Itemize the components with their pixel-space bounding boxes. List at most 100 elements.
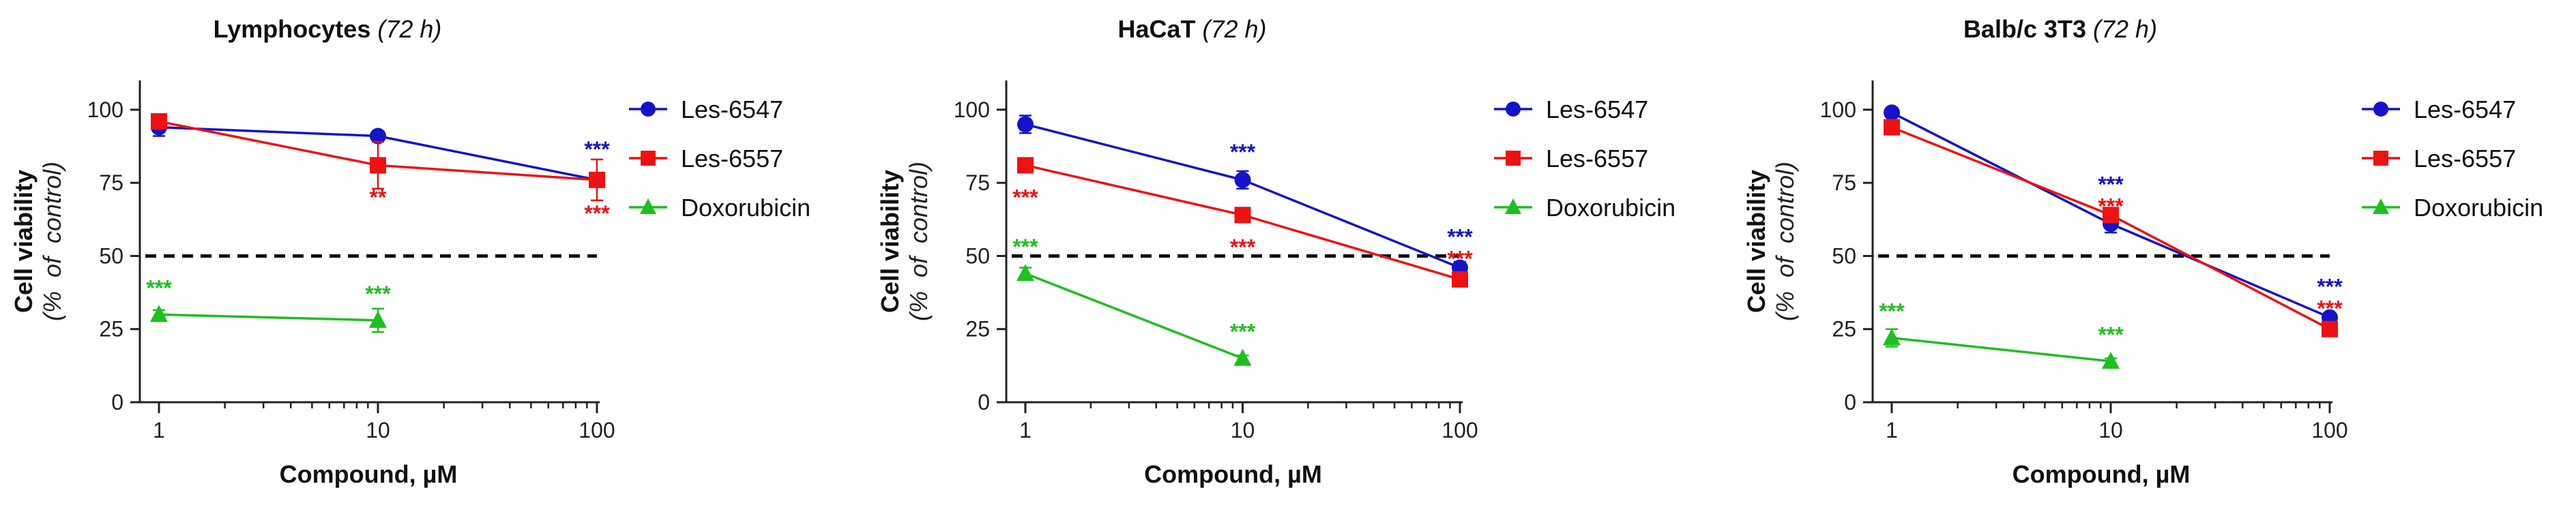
significance-label: *** — [1447, 247, 1473, 271]
significance-label: *** — [2317, 297, 2343, 321]
data-point — [150, 305, 168, 322]
x-axis-label: Compound, µM — [280, 460, 458, 488]
y-tick-label: 0 — [111, 390, 123, 415]
legend: Les-6547 Les-6557 Doxorubicin — [2362, 95, 2543, 222]
data-point — [1505, 198, 1521, 214]
data-point — [1017, 157, 1034, 174]
data-point — [2373, 102, 2388, 117]
y-tick-label: 25 — [99, 317, 123, 342]
data-point — [2322, 320, 2338, 337]
legend: Les-6547 Les-6557 Doxorubicin — [629, 95, 810, 222]
x-tick-label: 100 — [579, 418, 615, 442]
chart-title-main: Balb/c 3T3 — [1963, 15, 2086, 43]
x-axis-label: Compound, µM — [1144, 460, 1322, 488]
data-point — [1234, 207, 1251, 224]
data-point — [2102, 351, 2120, 369]
significance-label: *** — [584, 137, 610, 162]
y-axis-label: Cell viability(% of control) — [10, 162, 66, 321]
series-line — [1025, 272, 1244, 360]
x-tick-label: 100 — [2311, 418, 2347, 442]
y-axis-label-sub: (% of control) — [1771, 162, 1799, 321]
significance-label: *** — [1230, 235, 1256, 259]
series-les-6547 — [1017, 115, 1468, 276]
significance-label: *** — [2098, 322, 2124, 347]
chart-title: Balb/c 3T3 (72 h) — [1963, 15, 2157, 43]
data-point — [151, 113, 167, 130]
significance-label: *** — [1230, 140, 1256, 164]
legend-label: Les-6547 — [2414, 95, 2516, 123]
data-point — [1017, 116, 1034, 133]
significance-label: *** — [1012, 185, 1038, 209]
chart-title-main: Lymphocytes — [214, 15, 371, 43]
y-tick-label: 75 — [99, 170, 123, 195]
x-tick-label: 10 — [1231, 418, 1255, 442]
chart-panel-1: Lymphocytes (72 h) 0 25 50 75 100 1 10 100 Compoun… — [10, 15, 810, 488]
data-point — [1452, 271, 1468, 288]
data-point — [640, 198, 656, 214]
x-tick-label: 10 — [2098, 418, 2123, 442]
y-axis-label-main: Cell viability — [10, 170, 38, 313]
y-tick-label: 75 — [1832, 170, 1856, 195]
x-tick-label: 10 — [366, 418, 390, 442]
y-axis-label-main: Cell viability — [1742, 170, 1770, 313]
legend-label: Les-6557 — [681, 145, 783, 172]
chart-title: Lymphocytes (72 h) — [214, 15, 442, 43]
data-point — [1506, 102, 1521, 117]
data-point — [369, 310, 387, 328]
chart-title-sub: (72 h) — [2093, 15, 2157, 43]
y-tick-label: 50 — [99, 243, 123, 268]
significance-label: *** — [2317, 275, 2343, 299]
series-doxorubicin — [1016, 264, 1252, 366]
legend-label: Doxorubicin — [681, 194, 810, 222]
data-point — [1884, 119, 1900, 136]
y-tick-label: 100 — [87, 97, 123, 122]
data-point — [1233, 348, 1252, 366]
x-tick-label: 1 — [1886, 418, 1898, 442]
y-tick-label: 25 — [965, 317, 990, 342]
significance-label: *** — [2098, 172, 2124, 196]
y-tick-label: 100 — [954, 97, 990, 122]
y-tick-label: 0 — [1844, 390, 1856, 415]
significance-label: *** — [1447, 225, 1473, 250]
data-point — [1016, 264, 1034, 282]
legend-label: Les-6557 — [2414, 145, 2516, 172]
y-tick-label: 0 — [978, 390, 990, 415]
data-point — [1506, 151, 1521, 166]
y-axis-label-sub: (% of control) — [38, 162, 66, 321]
legend-label: Les-6547 — [681, 95, 783, 123]
significance-label: *** — [146, 275, 172, 300]
significance-label: ** — [370, 185, 387, 209]
y-tick-label: 100 — [1820, 97, 1856, 122]
y-tick-label: 25 — [1832, 317, 1856, 342]
chart-title-sub: (72 h) — [377, 15, 441, 43]
data-point — [589, 171, 605, 188]
y-tick-label: 75 — [965, 170, 990, 195]
data-point — [2373, 198, 2389, 214]
series-doxorubicin — [150, 305, 387, 333]
series-line — [158, 313, 379, 322]
significance-label: *** — [584, 201, 610, 226]
chart-title-main: HaCaT — [1117, 15, 1195, 43]
series-doxorubicin — [1883, 328, 2120, 369]
data-point — [1884, 104, 1900, 121]
data-point — [1883, 328, 1901, 346]
chart-panel-2: HaCaT (72 h) 0 25 50 75 100 1 10 100 Compound, µM C… — [876, 15, 1675, 488]
y-axis-label-main: Cell viability — [876, 170, 904, 313]
series-les-6557 — [1884, 119, 2338, 337]
x-tick-label: 100 — [1441, 418, 1478, 442]
legend-label: Doxorubicin — [2414, 194, 2543, 222]
significance-label: *** — [1879, 299, 1905, 324]
data-point — [370, 127, 386, 145]
significance-label: *** — [365, 282, 391, 306]
chart-title: HaCaT (72 h) — [1117, 15, 1266, 43]
legend-label: Les-6547 — [1546, 95, 1648, 123]
significance-label: *** — [1230, 320, 1256, 344]
y-axis-label: Cell viability(% of control) — [876, 162, 933, 321]
legend-label: Les-6557 — [1546, 145, 1648, 172]
data-point — [1234, 171, 1251, 188]
y-tick-label: 50 — [1832, 243, 1856, 268]
data-point — [641, 151, 656, 166]
chart-title-sub: (72 h) — [1202, 15, 1266, 43]
series-line — [1891, 336, 2111, 363]
